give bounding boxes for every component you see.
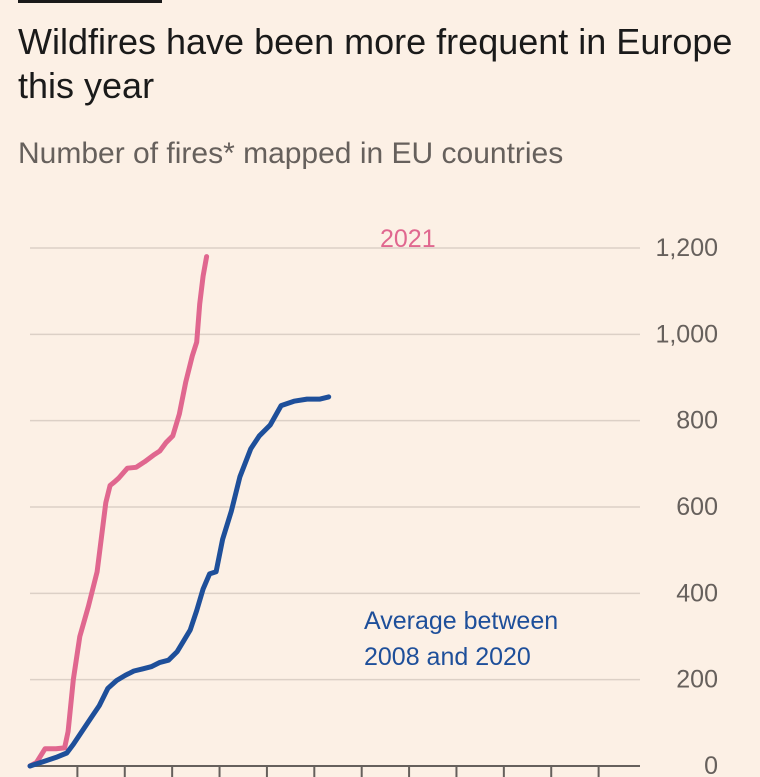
- top-rule: [18, 0, 162, 3]
- y-tick-label: 0: [704, 752, 718, 777]
- y-tick-label: 1,000: [655, 320, 718, 348]
- y-tick-label: 800: [676, 407, 718, 435]
- series-label-2021: 2021: [380, 225, 436, 253]
- y-tick-label: 200: [676, 666, 718, 694]
- series-label-average-line-2: 2008 and 2020: [364, 643, 531, 671]
- gridlines: [30, 247, 640, 767]
- series-label-average-line-1: Average between: [364, 607, 558, 635]
- y-tick-label: 600: [676, 493, 718, 521]
- y-tick-label: 1,200: [655, 234, 718, 262]
- y-tick-label: 400: [676, 579, 718, 607]
- x-axis-ticks: [76, 766, 600, 777]
- series-line-2021: [27, 254, 210, 769]
- y-axis-tick-labels: 0 200 400 600 800 1,000 1,200: [655, 234, 718, 777]
- series-line-average-2008-2020: [27, 394, 332, 769]
- chart-title: Wildfires have been more frequent in Eur…: [18, 21, 733, 106]
- chart-subtitle: Number of fires* mapped in EU countries: [18, 137, 564, 170]
- series-lines: [27, 254, 332, 769]
